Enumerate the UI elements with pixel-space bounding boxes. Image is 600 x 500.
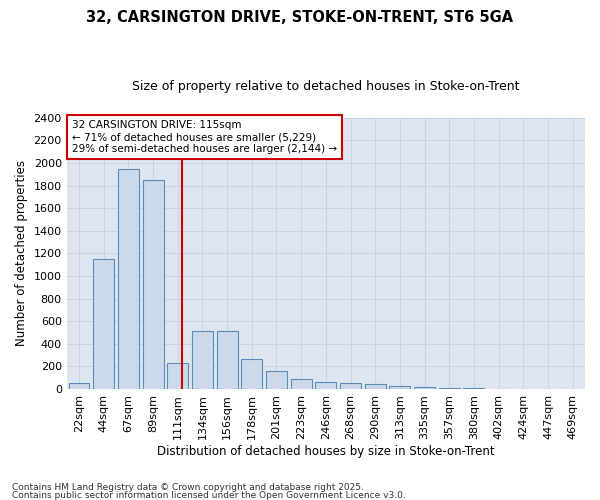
Bar <box>439 388 460 389</box>
Bar <box>365 384 386 389</box>
X-axis label: Distribution of detached houses by size in Stoke-on-Trent: Distribution of detached houses by size … <box>157 444 494 458</box>
Bar <box>143 180 164 389</box>
Bar <box>316 382 337 389</box>
Text: Contains public sector information licensed under the Open Government Licence v3: Contains public sector information licen… <box>12 490 406 500</box>
Bar <box>167 363 188 389</box>
Bar <box>290 380 311 389</box>
Bar <box>93 259 114 389</box>
Title: Size of property relative to detached houses in Stoke-on-Trent: Size of property relative to detached ho… <box>132 80 520 93</box>
Bar <box>192 332 213 389</box>
Text: Contains HM Land Registry data © Crown copyright and database right 2025.: Contains HM Land Registry data © Crown c… <box>12 484 364 492</box>
Text: 32 CARSINGTON DRIVE: 115sqm
← 71% of detached houses are smaller (5,229)
29% of : 32 CARSINGTON DRIVE: 115sqm ← 71% of det… <box>72 120 337 154</box>
Bar <box>68 384 89 389</box>
Text: 32, CARSINGTON DRIVE, STOKE-ON-TRENT, ST6 5GA: 32, CARSINGTON DRIVE, STOKE-ON-TRENT, ST… <box>86 10 514 25</box>
Bar <box>463 388 484 389</box>
Y-axis label: Number of detached properties: Number of detached properties <box>15 160 28 346</box>
Bar <box>241 359 262 389</box>
Bar <box>118 168 139 389</box>
Bar <box>340 382 361 389</box>
Bar <box>266 372 287 389</box>
Bar <box>217 332 238 389</box>
Bar <box>389 386 410 389</box>
Bar <box>414 386 435 389</box>
